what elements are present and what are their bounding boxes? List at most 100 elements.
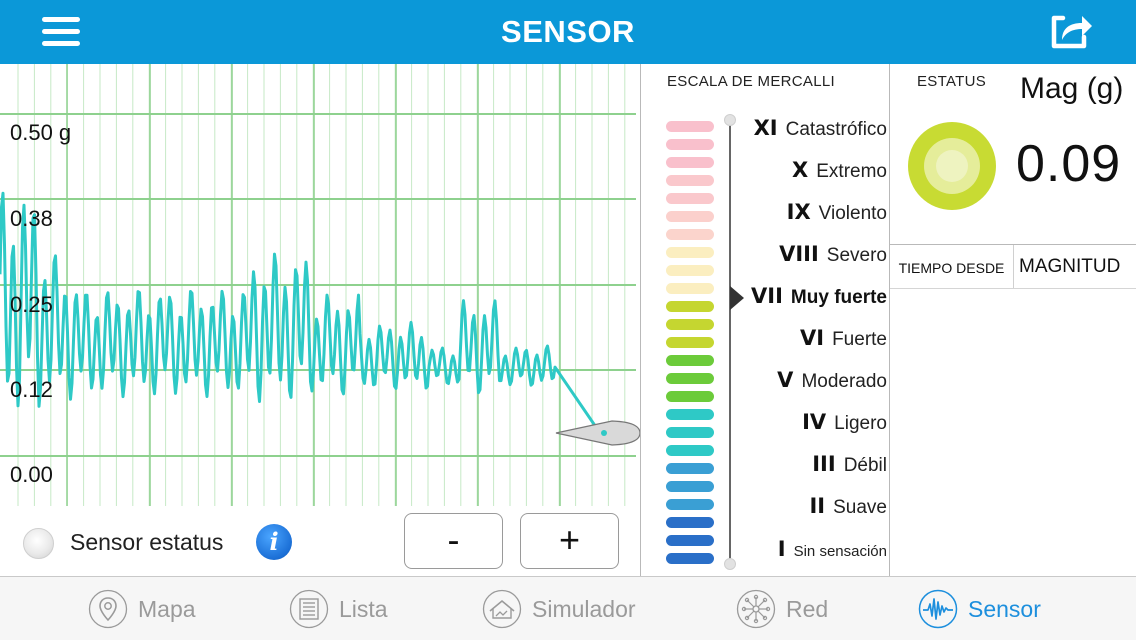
status-panel: ESTATUS Mag (g) 0.09 xyxy=(890,64,1136,244)
house-shake-icon xyxy=(482,589,522,629)
mercalli-level-name: Sin sensación xyxy=(793,543,887,560)
mercalli-swatch xyxy=(666,481,714,492)
mercalli-level-numeral: IV xyxy=(802,410,827,434)
map-pin-icon xyxy=(88,589,128,629)
divider xyxy=(889,64,890,576)
mercalli-swatch xyxy=(666,463,714,474)
mercalli-level-name: Catastrófico xyxy=(785,119,887,140)
status-ring-icon xyxy=(908,122,996,210)
list-icon xyxy=(289,589,329,629)
magnitude-value: 0.09 xyxy=(1016,135,1122,193)
column-header-tiempo: TIEMPO DESDE xyxy=(898,260,1005,276)
mercalli-swatch xyxy=(666,373,714,384)
mercalli-level: III Débil xyxy=(812,452,887,482)
menu-icon xyxy=(42,17,80,22)
mercalli-level: XI Catastrófico xyxy=(754,116,887,146)
mercalli-level-name: Ligero xyxy=(834,413,887,434)
magnitude-label: Mag (g) xyxy=(1020,72,1124,105)
tab-sensor[interactable]: Sensor xyxy=(918,577,1041,640)
tab-simulador[interactable]: Simulador xyxy=(482,577,636,640)
mercalli-level-numeral: IX xyxy=(786,200,811,224)
y-tick-label: 0.00 xyxy=(10,462,53,487)
mercalli-level-numeral: II xyxy=(809,494,826,518)
mercalli-level-name: Severo xyxy=(826,245,887,266)
mercalli-level-numeral: III xyxy=(812,452,836,476)
mercalli-level: I Sin sensación xyxy=(778,537,887,567)
mercalli-level: VIII Severo xyxy=(779,242,887,272)
column-divider xyxy=(1013,245,1014,288)
mercalli-swatch xyxy=(666,193,714,204)
mercalli-track-top-cap xyxy=(724,114,736,126)
mercalli-level: II Suave xyxy=(809,494,887,524)
divider xyxy=(890,288,1136,289)
y-tick-label: 0.12 xyxy=(10,377,53,402)
mercalli-level-name: Extremo xyxy=(816,161,887,182)
seismograph-plot xyxy=(0,64,641,506)
tab-red[interactable]: Red xyxy=(736,577,828,640)
divider xyxy=(890,244,1136,245)
mercalli-swatch xyxy=(666,409,714,420)
top-navigation-bar: SENSOR xyxy=(0,0,1136,64)
mercalli-level: IV Ligero xyxy=(802,410,887,440)
pen-tip xyxy=(601,430,607,436)
seismograph-chart: 0.50 g 0.38 0.25 0.12 0.00 xyxy=(0,64,641,506)
tab-label: Red xyxy=(786,595,829,622)
mercalli-swatch xyxy=(666,229,714,240)
tab-label: Mapa xyxy=(138,595,196,622)
mercalli-swatch xyxy=(666,247,714,258)
mercalli-scale: ESCALA DE MERCALLI XI Catastrófico X Extre… xyxy=(641,64,889,576)
mercalli-level-name: Fuerte xyxy=(832,329,887,350)
divider xyxy=(640,64,641,576)
mercalli-level-numeral: VIII xyxy=(779,242,819,266)
mercalli-level-name: Suave xyxy=(833,497,887,518)
mercalli-swatch xyxy=(666,283,714,294)
mercalli-swatch xyxy=(666,445,714,456)
mercalli-level-selected: VII Muy fuerte xyxy=(751,284,887,314)
mercalli-swatch xyxy=(666,337,714,348)
mercalli-level: X Extremo xyxy=(792,158,887,188)
mercalli-level-name: Moderado xyxy=(801,371,887,392)
mercalli-level-numeral: X xyxy=(792,158,809,182)
seismograph-icon xyxy=(918,589,958,629)
mercalli-track-bottom-cap xyxy=(724,558,736,570)
status-label: ESTATUS xyxy=(917,73,987,90)
mercalli-swatch xyxy=(666,121,714,132)
zoom-out-button[interactable]: - xyxy=(404,513,503,569)
tab-mapa[interactable]: Mapa xyxy=(88,577,196,640)
mercalli-level-pointer xyxy=(730,286,744,310)
sensor-controls: Sensor estatus i - + xyxy=(0,506,640,576)
mercalli-level: IX Violento xyxy=(787,200,887,230)
mercalli-swatch xyxy=(666,301,714,312)
menu-button[interactable] xyxy=(40,14,84,50)
mercalli-swatch xyxy=(666,553,714,564)
tab-label: Lista xyxy=(339,595,388,622)
mercalli-level-numeral: VI xyxy=(800,326,825,350)
column-header-magnitud: MAGNITUD xyxy=(1019,256,1121,277)
zoom-in-button[interactable]: + xyxy=(520,513,619,569)
mercalli-swatch xyxy=(666,157,714,168)
share-icon xyxy=(1051,15,1092,49)
menu-icon-bar xyxy=(42,41,80,46)
mercalli-level-numeral: XI xyxy=(753,116,778,140)
mercalli-swatch xyxy=(666,319,714,330)
mercalli-swatch xyxy=(666,427,714,438)
mercalli-level-name: Débil xyxy=(843,455,887,476)
info-button[interactable]: i xyxy=(256,524,292,560)
tab-lista[interactable]: Lista xyxy=(289,577,388,640)
mercalli-level: VI Fuerte xyxy=(800,326,887,356)
y-tick-label: 0.38 xyxy=(10,206,53,231)
mercalli-swatch xyxy=(666,139,714,150)
mercalli-level-numeral: I xyxy=(777,537,786,561)
network-icon xyxy=(736,589,776,629)
mercalli-level-numeral: VII xyxy=(751,284,783,308)
mercalli-level-numeral: V xyxy=(777,368,794,392)
mercalli-level-name: Violento xyxy=(818,203,887,224)
mercalli-swatch xyxy=(666,499,714,510)
mercalli-track xyxy=(729,120,731,564)
mercalli-swatch xyxy=(666,535,714,546)
pen-nib-icon xyxy=(555,420,641,446)
tab-label: Sensor xyxy=(968,595,1041,622)
menu-icon-bar xyxy=(42,29,80,34)
share-button[interactable] xyxy=(1044,6,1096,54)
